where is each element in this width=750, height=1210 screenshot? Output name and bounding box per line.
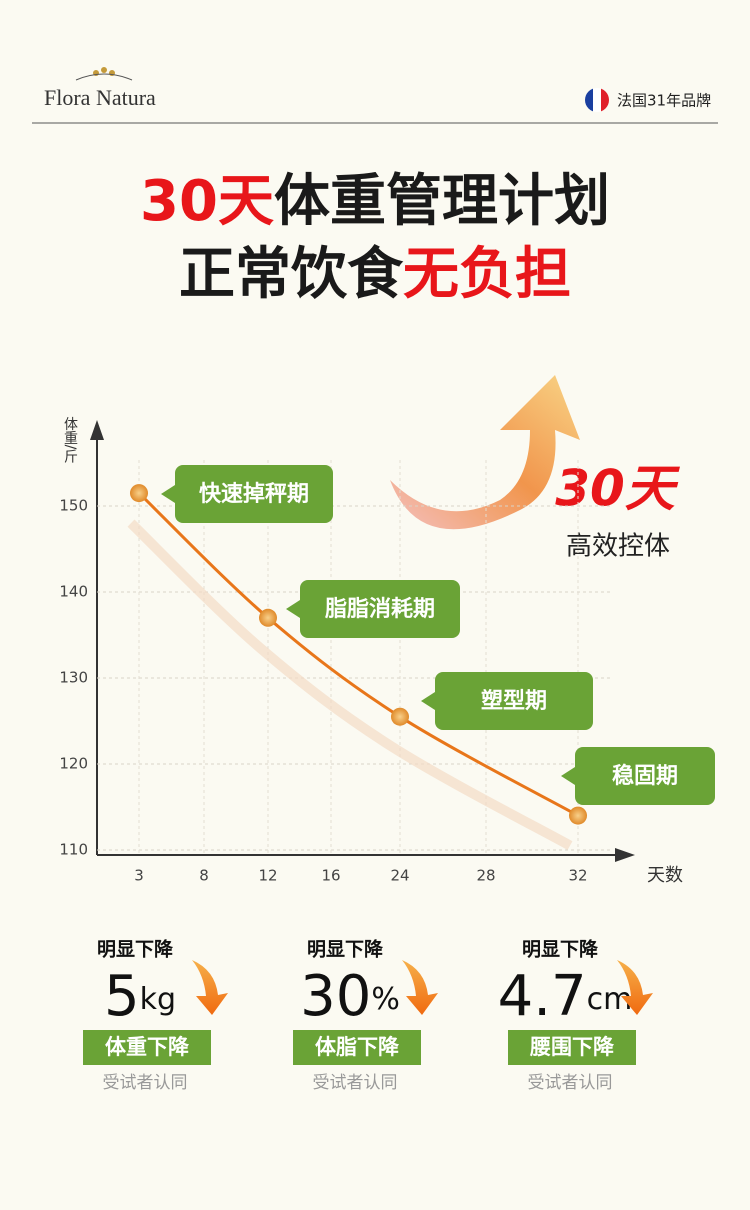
x-tick-label: 3 <box>134 867 144 885</box>
phase-label: 塑型期 <box>481 689 547 714</box>
stat-value: 30% <box>300 964 400 1029</box>
stat-tag: 体重下降 <box>105 1035 190 1059</box>
y-tick-label: 130 <box>59 669 88 687</box>
x-tick-label: 16 <box>321 867 340 885</box>
phase-bubble: 稳固期 <box>561 747 715 805</box>
flag <box>585 88 609 112</box>
phase-label: 快速掉秤期 <box>199 481 309 507</box>
x-tick-label: 8 <box>199 867 209 885</box>
y-tick-label: 150 <box>59 497 88 515</box>
y-arrow <box>90 420 104 440</box>
x-tick-label: 28 <box>476 867 495 885</box>
down-arrow <box>402 960 438 1015</box>
x-label: 天数 <box>647 865 683 886</box>
line <box>137 492 579 817</box>
stat-tag-box <box>83 1030 211 1065</box>
stat-label: 明显下降 <box>522 938 599 961</box>
y-tick-label: 110 <box>59 841 88 859</box>
badge: 法国31年品牌 <box>617 92 711 110</box>
stat-note: 受试者认同 <box>313 1073 398 1093</box>
down-arrow <box>617 960 653 1015</box>
stat-value: 5kg <box>104 964 176 1029</box>
x-arrow <box>615 848 635 862</box>
phase-label: 脂脂消耗期 <box>325 596 435 622</box>
stat-label: 明显下降 <box>97 938 174 961</box>
y-label: 体重/斤 <box>62 417 78 465</box>
bubble-box <box>300 580 460 638</box>
stat-tag-box <box>508 1030 636 1065</box>
stat-number: 4.7 <box>498 964 587 1029</box>
point <box>259 608 277 627</box>
bubble-box <box>435 672 593 730</box>
trend-arrow <box>390 375 580 530</box>
x-tick-label: 32 <box>568 867 587 885</box>
stat-tag: 腰围下降 <box>529 1035 615 1059</box>
brand: Flora Natura <box>44 85 156 110</box>
bubble-pointer <box>421 692 435 710</box>
logo-mark <box>75 67 133 81</box>
stat-number: 30 <box>300 964 371 1029</box>
stat-number: 5 <box>104 964 140 1029</box>
point <box>569 806 587 825</box>
phase-bubble: 快速掉秤期 <box>161 465 333 523</box>
title-part: 体重管理计划 <box>274 169 610 234</box>
stat-value: 4.7cm <box>498 964 633 1029</box>
x-tick-label: 24 <box>390 867 409 885</box>
point <box>391 707 409 726</box>
bubble-box <box>575 747 715 805</box>
stat-unit: kg <box>140 982 176 1017</box>
callout-big: 30天 <box>555 460 681 518</box>
down-arrow <box>192 960 228 1015</box>
bubble-pointer <box>561 767 575 785</box>
stat-note: 受试者认同 <box>528 1073 613 1093</box>
title-line: 30天体重管理计划 <box>140 169 610 234</box>
title-part: 正常饮食 <box>179 242 404 307</box>
phase-bubble: 塑型期 <box>421 672 593 730</box>
stat-tag-box <box>293 1030 421 1065</box>
phase-label: 稳固期 <box>612 763 678 789</box>
y-tick-label: 140 <box>59 583 88 601</box>
y-tick-label: 120 <box>59 755 88 773</box>
callout-small: 高效控体 <box>566 532 670 562</box>
bubble-pointer <box>286 600 300 618</box>
stat-note: 受试者认同 <box>103 1073 188 1093</box>
title-line: 正常饮食无负担 <box>179 242 571 307</box>
stat-unit: % <box>371 982 400 1017</box>
title-part: 30天 <box>140 169 274 234</box>
stat-label: 明显下降 <box>307 938 384 961</box>
bubble-pointer <box>161 485 175 503</box>
line-shadow <box>127 519 573 850</box>
point <box>130 484 148 503</box>
phase-bubble: 脂脂消耗期 <box>286 580 460 638</box>
stat-tag: 体脂下降 <box>315 1035 400 1059</box>
title-part: 无负担 <box>403 242 571 307</box>
bubble-box <box>175 465 333 523</box>
x-tick-label: 12 <box>258 867 277 885</box>
